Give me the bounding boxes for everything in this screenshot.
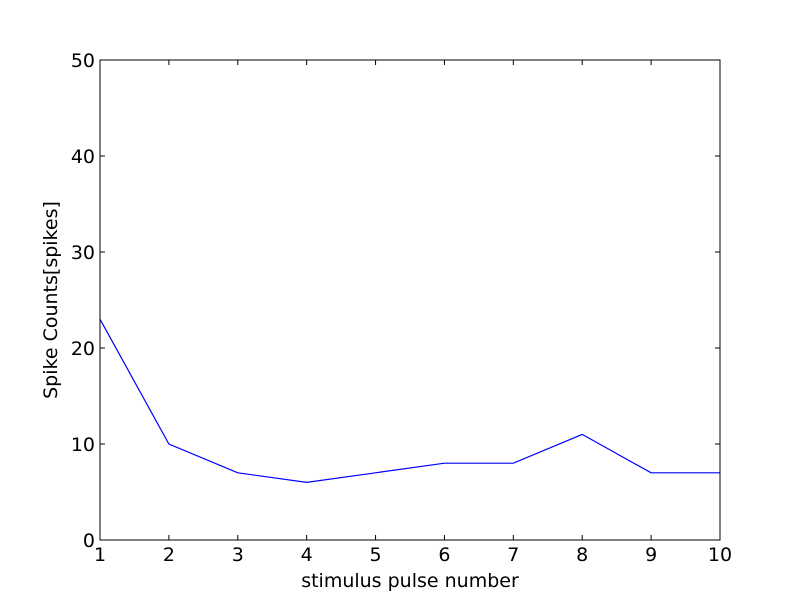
x-axis-label: stimulus pulse number bbox=[301, 570, 519, 592]
y-tick-label-0: 0 bbox=[83, 530, 95, 552]
x-tick-label-2: 3 bbox=[232, 544, 244, 566]
x-tick-label-1: 2 bbox=[163, 544, 175, 566]
y-tick-label-4: 40 bbox=[71, 146, 95, 168]
y-tick-label-3: 30 bbox=[71, 242, 95, 264]
x-tick-label-8: 9 bbox=[645, 544, 657, 566]
y-tick-label-5: 50 bbox=[71, 50, 95, 72]
y-tick-label-2: 20 bbox=[71, 338, 95, 360]
x-tick-label-5: 6 bbox=[438, 544, 450, 566]
y-axis-label: Spike Counts[spikes] bbox=[40, 201, 62, 399]
x-tick-label-3: 4 bbox=[301, 544, 313, 566]
series-layer bbox=[99, 318, 720, 484]
x-tick-labels: 1 2 3 4 5 6 7 8 9 10 bbox=[94, 544, 732, 566]
x-tick-label-4: 5 bbox=[370, 544, 382, 566]
y-tick-label-1: 10 bbox=[71, 434, 95, 456]
x-tick-label-0: 1 bbox=[94, 544, 106, 566]
plot-area bbox=[100, 60, 720, 540]
x-tick-label-7: 8 bbox=[576, 544, 588, 566]
series-line-0 bbox=[99, 318, 720, 484]
x-tick-label-9: 10 bbox=[708, 544, 732, 566]
x-tick-label-6: 7 bbox=[507, 544, 519, 566]
y-tick-labels: 0 10 20 30 40 50 bbox=[71, 50, 95, 552]
plot-frame bbox=[99, 59, 721, 541]
